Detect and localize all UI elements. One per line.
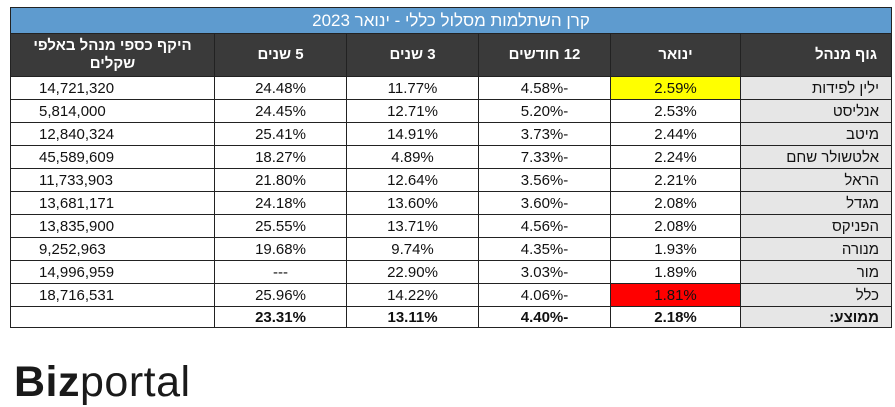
fund-name-cell: כלל xyxy=(740,283,893,307)
five-years-cell: 24.18% xyxy=(214,191,348,215)
aum-cell: 12,840,324 xyxy=(9,122,216,146)
five-years-cell: 21.80% xyxy=(214,168,348,192)
three-years-cell: 13.71% xyxy=(346,214,480,238)
three-years-cell: 11.77% xyxy=(346,76,480,100)
three-years-cell: 12.64% xyxy=(346,168,480,192)
table-row: ילין לפידות 2.59% -4.58% 11.77% 24.48% 14,721… xyxy=(9,76,893,100)
fund-name-cell: מיטב xyxy=(740,122,893,146)
january-cell: 2.21% xyxy=(610,168,742,192)
january-cell: 2.24% xyxy=(610,145,742,169)
bizportal-logo: Bizportal xyxy=(14,358,191,406)
logo-part-biz: Biz xyxy=(14,358,80,406)
table-row: אלטשולר שחם 2.24% -7.33% 4.89% 18.27% 45,589,… xyxy=(9,145,893,169)
table-row: מגדל 2.08% -3.60% 13.60% 24.18% 13,681,171 xyxy=(9,191,893,215)
january-cell: 2.53% xyxy=(610,99,742,123)
table-title: קרן השתלמות מסלול כללי - ינואר 2023 xyxy=(9,7,893,34)
three-years-cell: 4.89% xyxy=(346,145,480,169)
five-years-cell: 24.45% xyxy=(214,99,348,123)
header-3-years: 3 שנים xyxy=(346,33,480,77)
five-years-cell: 24.48% xyxy=(214,76,348,100)
twelve-months-cell: -3.73% xyxy=(478,122,612,146)
aum-cell: 11,733,903 xyxy=(9,168,216,192)
aum-cell: 14,996,959 xyxy=(9,260,216,284)
twelve-months-cell: -3.60% xyxy=(478,191,612,215)
logo-part-portal: portal xyxy=(80,358,191,406)
table-row: הפניקס 2.08% -4.56% 13.71% 25.55% 13,835,900 xyxy=(9,214,893,238)
five-years-cell: 25.55% xyxy=(214,214,348,238)
average-row: ממוצע: 2.18% -4.40% 13.11% 23.31% xyxy=(9,306,893,328)
january-cell: 2.08% xyxy=(610,191,742,215)
aum-cell: 14,721,320 xyxy=(9,76,216,100)
fund-name-cell: הראל xyxy=(740,168,893,192)
twelve-months-cell: -4.06% xyxy=(478,283,612,307)
january-cell: 2.59% xyxy=(610,76,742,100)
five-years-cell: --- xyxy=(214,260,348,284)
twelve-months-cell: -3.56% xyxy=(478,168,612,192)
twelve-months-cell: -5.20% xyxy=(478,99,612,123)
twelve-months-cell: -4.58% xyxy=(478,76,612,100)
five-years-cell: 25.41% xyxy=(214,122,348,146)
aum-cell: 9,252,963 xyxy=(9,237,216,261)
three-years-cell: 14.22% xyxy=(346,283,480,307)
average-label: ממוצע: xyxy=(740,306,893,328)
january-cell: 2.44% xyxy=(610,122,742,146)
three-years-cell: 13.60% xyxy=(346,191,480,215)
average-5-years: 23.31% xyxy=(214,306,348,328)
january-cell: 1.81% xyxy=(610,283,742,307)
aum-cell: 13,835,900 xyxy=(9,214,216,238)
three-years-cell: 22.90% xyxy=(346,260,480,284)
five-years-cell: 18.27% xyxy=(214,145,348,169)
table-row: מור 1.89% -3.03% 22.90% --- 14,996,959 xyxy=(9,260,893,284)
january-cell: 1.93% xyxy=(610,237,742,261)
twelve-months-cell: -7.33% xyxy=(478,145,612,169)
fund-name-cell: אלטשולר שחם xyxy=(740,145,893,169)
fund-name-cell: מגדל xyxy=(740,191,893,215)
header-aum: היקף כספי מנהל באלפי שקלים xyxy=(9,33,216,77)
aum-cell: 45,589,609 xyxy=(9,145,216,169)
fund-name-cell: הפניקס xyxy=(740,214,893,238)
average-3-years: 13.11% xyxy=(346,306,480,328)
table-row: כלל 1.81% -4.06% 14.22% 25.96% 18,716,531 xyxy=(9,283,893,307)
january-cell: 1.89% xyxy=(610,260,742,284)
returns-table: קרן השתלמות מסלול כללי - ינואר 2023 גוף … xyxy=(9,7,893,328)
table-row: הראל 2.21% -3.56% 12.64% 21.80% 11,733,903 xyxy=(9,168,893,192)
five-years-cell: 25.96% xyxy=(214,283,348,307)
aum-cell: 13,681,171 xyxy=(9,191,216,215)
header-january: ינואר xyxy=(610,33,742,77)
fund-name-cell: אנליסט xyxy=(740,99,893,123)
aum-cell: 18,716,531 xyxy=(9,283,216,307)
three-years-cell: 12.71% xyxy=(346,99,480,123)
twelve-months-cell: -3.03% xyxy=(478,260,612,284)
average-12-months: -4.40% xyxy=(478,306,612,328)
average-january: 2.18% xyxy=(610,306,742,328)
returns-table-container: קרן השתלמות מסלול כללי - ינואר 2023 גוף … xyxy=(9,7,893,328)
table-row: אנליסט 2.53% -5.20% 12.71% 24.45% 5,814,000 xyxy=(9,99,893,123)
three-years-cell: 14.91% xyxy=(346,122,480,146)
table-row: מיטב 2.44% -3.73% 14.91% 25.41% 12,840,324 xyxy=(9,122,893,146)
header-5-years: 5 שנים xyxy=(214,33,348,77)
aum-cell: 5,814,000 xyxy=(9,99,216,123)
january-cell: 2.08% xyxy=(610,214,742,238)
table-row: מנורה 1.93% -4.35% 9.74% 19.68% 9,252,963 xyxy=(9,237,893,261)
fund-name-cell: ילין לפידות xyxy=(740,76,893,100)
three-years-cell: 9.74% xyxy=(346,237,480,261)
twelve-months-cell: -4.35% xyxy=(478,237,612,261)
header-fund: גוף מנהל xyxy=(740,33,893,77)
five-years-cell: 19.68% xyxy=(214,237,348,261)
fund-name-cell: מנורה xyxy=(740,237,893,261)
header-12-months: 12 חודשים xyxy=(478,33,612,77)
fund-name-cell: מור xyxy=(740,260,893,284)
average-aum xyxy=(9,306,216,328)
twelve-months-cell: -4.56% xyxy=(478,214,612,238)
